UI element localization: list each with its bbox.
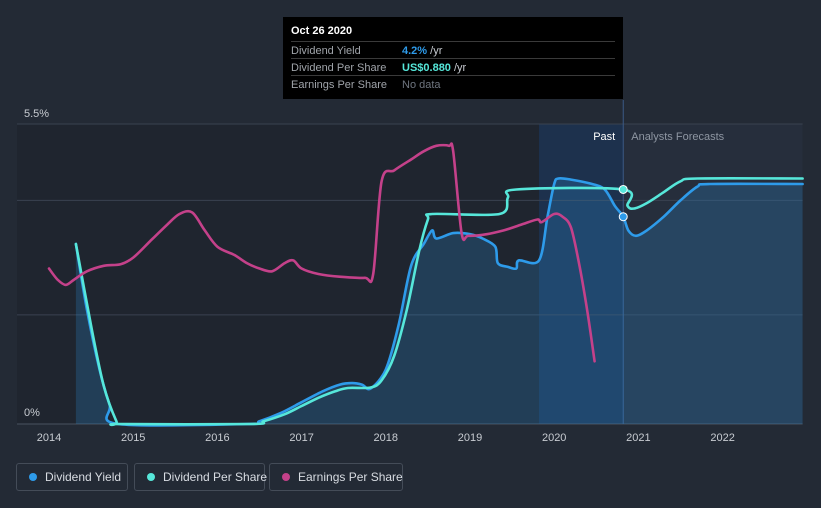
x-tick-label: 2014 [37, 432, 61, 444]
series-area-dividend-yield [75, 178, 803, 426]
x-tick-label: 2022 [710, 432, 734, 444]
x-tick-label: 2020 [542, 432, 566, 444]
past-label: Past [593, 131, 615, 143]
tooltip-label: Dividend Per Share [291, 62, 387, 74]
tooltip-value: US$0.880 [402, 62, 451, 74]
y-tick-label: 0% [24, 407, 40, 419]
legend-dot-icon [147, 473, 155, 481]
forecast-label: Analysts Forecasts [631, 131, 724, 143]
legend-item-earnings-per-share[interactable]: Earnings Per Share [269, 463, 403, 491]
x-tick-label: 2016 [205, 432, 229, 444]
marker-dividend-per-share [618, 184, 628, 194]
tooltip-row-dividend-yield: Dividend Yield 4.2% /yr [291, 41, 615, 58]
legend-dot-icon [282, 473, 290, 481]
x-tick-label: 2017 [289, 432, 313, 444]
tooltip-row-dividend-per-share: Dividend Per Share US$0.880 /yr [291, 58, 615, 75]
legend-label: Earnings Per Share [298, 470, 403, 484]
y-tick-label: 5.5% [24, 108, 49, 120]
tooltip: Oct 26 2020 Dividend Yield 4.2% /yr Divi… [283, 17, 623, 99]
legend-item-dividend-per-share[interactable]: Dividend Per Share [134, 463, 268, 491]
tooltip-label: Dividend Yield [291, 45, 361, 57]
legend-item-dividend-yield[interactable]: Dividend Yield [16, 463, 128, 491]
x-tick-label: 2018 [374, 432, 398, 444]
series-line-dividend-yield [74, 176, 804, 427]
legend-dot-icon [29, 473, 37, 481]
tooltip-value: No data [402, 79, 441, 91]
marker-dividend-yield [618, 212, 628, 222]
x-tick-label: 2019 [458, 432, 482, 444]
tooltip-date: Oct 26 2020 [291, 25, 353, 37]
tooltip-unit: /yr [450, 62, 467, 74]
tooltip-value: 4.2% [402, 45, 428, 57]
legend-label: Dividend Per Share [163, 470, 268, 484]
x-tick-label: 2021 [626, 432, 650, 444]
forecast-region [623, 124, 803, 424]
tooltip-row-earnings-per-share: Earnings Per Share No data [291, 75, 615, 92]
tooltip-label: Earnings Per Share [291, 79, 387, 91]
series-line-earnings-per-share [47, 142, 596, 363]
legend-label: Dividend Yield [45, 470, 122, 484]
tooltip-unit: /yr [427, 45, 443, 57]
series-line-dividend-per-share [74, 177, 804, 427]
x-tick-label: 2015 [121, 432, 145, 444]
